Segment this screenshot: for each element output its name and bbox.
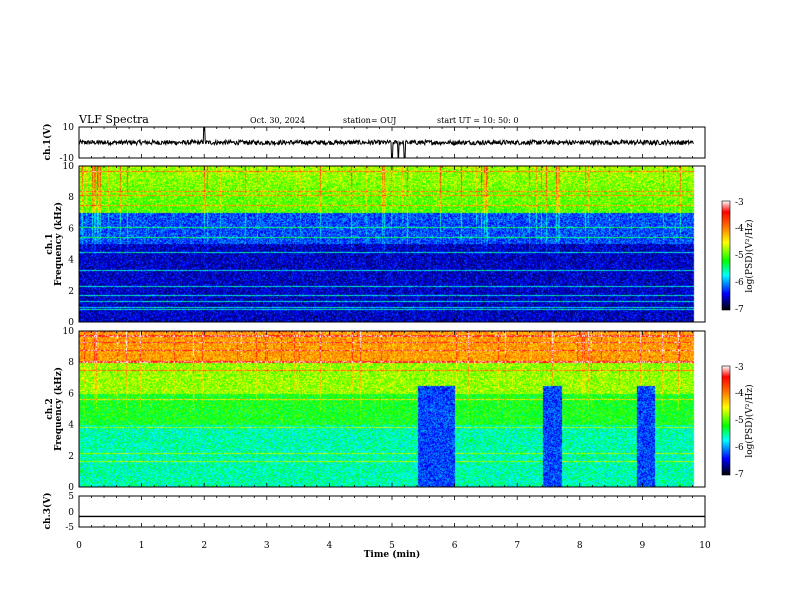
time-xtick-label-2: 2	[201, 541, 207, 551]
ch1-cbar-label: log(PSD)(V²/Hz)	[744, 219, 755, 292]
ch2-colorbar-frame	[721, 365, 731, 476]
ch1-cbar-tick-m7: -7	[735, 305, 744, 315]
time-xtick-label-0: 0	[76, 541, 82, 551]
ch1-ytick-bottom: -10	[60, 154, 75, 164]
ch1-spectrogram-ylabel-ch: ch.1	[45, 233, 55, 254]
ch1-colorbar-frame	[721, 200, 731, 311]
ch1-spectrogram-image	[79, 166, 705, 322]
ch1-spectrogram-yticks: 0 2 4 6 8 10	[63, 162, 75, 328]
date-label: Oct. 30, 2024	[250, 116, 305, 125]
ch1-ytick-top: 10	[63, 123, 75, 133]
ch1-spectrogram-panel: 0 2 4 6 8 10 ch.1 Frequency (kHz)	[45, 162, 706, 328]
ch2-spectrogram-ylabel-ch: ch.2	[45, 398, 55, 419]
ch2-spectrogram-ylabel-freq: Frequency (kHz)	[53, 367, 64, 451]
p3-yticks-label-2: 4	[68, 421, 74, 431]
time-xtick-label-6: 6	[452, 541, 458, 551]
panel-tick-marks	[78, 127, 706, 527]
ch1-cbar-tick-m6: -6	[735, 278, 744, 288]
p2-yticks-label-3: 6	[68, 224, 74, 234]
ch2-spectrogram-panel: 0 2 4 6 8 10 ch.2 Frequency (kHz)	[45, 327, 706, 493]
time-xtick-label-10: 10	[699, 541, 711, 551]
ch1-cbar-tick-m4: -4	[735, 224, 744, 234]
time-xlabel: Time (min)	[364, 549, 421, 560]
time-xtick-label-4: 4	[327, 541, 333, 551]
station-label: station= OUJ	[343, 116, 396, 125]
ch2-colorbar-gradient	[722, 366, 730, 475]
start-time-label: start UT = 10: 50: 0	[437, 116, 518, 125]
ch1-colorbar-gradient	[722, 201, 730, 310]
ch3-waveform-frame	[78, 495, 706, 528]
ch1-ylabel: ch.1(V)	[42, 124, 53, 161]
p2-yticks-label-4: 8	[68, 193, 74, 203]
ch2-cbar-tick-m7: -7	[735, 470, 744, 480]
time-xtick-label-9: 9	[640, 541, 646, 551]
ch1-spectrogram-ylabel-freq: Frequency (kHz)	[53, 202, 64, 286]
ch1-cbar-tick-m5: -5	[735, 251, 744, 261]
time-xtick-label-5: 5	[389, 541, 395, 551]
ch2-cbar-label: log(PSD)(V²/Hz)	[744, 384, 755, 457]
ch3-waveform-panel: 5 0 -5 ch.3(V) 0 1 2 3 4 5 6 7 8 9 10 Time (min)	[42, 492, 711, 560]
ch2-spectrogram-image	[79, 331, 705, 487]
ch2-cbar-tick-m4: -4	[735, 389, 744, 399]
ch1-colorbar: -3 -4 -5 -6 -7 log(PSD)(V²/Hz)	[721, 198, 755, 315]
figure-title: VLF Spectra	[78, 113, 149, 126]
ch2-colorbar: -3 -4 -5 -6 -7 log(PSD)(V²/Hz)	[721, 363, 755, 480]
p3-yticks-label-3: 6	[68, 389, 74, 399]
ch3-ytick-mid: 0	[68, 508, 74, 518]
ch1-cbar-tick-m3: -3	[735, 198, 744, 208]
p3-yticks-label-4: 8	[68, 358, 74, 368]
p2-yticks-label-2: 4	[68, 256, 74, 266]
time-xtick-label-7: 7	[514, 541, 520, 551]
ch2-cbar-tick-m5: -5	[735, 416, 744, 426]
ch1-waveform-panel: 10 -10 ch.1(V)	[42, 123, 706, 164]
ch2-cbar-tick-m3: -3	[735, 363, 744, 373]
time-xtick-label-3: 3	[264, 541, 270, 551]
p2-yticks-label-0: 0	[68, 318, 74, 328]
p2-yticks-label-1: 2	[68, 287, 74, 297]
p3-yticks-label-1: 2	[68, 452, 74, 462]
p2-yticks-label-5: 10	[63, 162, 75, 172]
time-xtick-label-8: 8	[577, 541, 583, 551]
ch2-cbar-tick-m6: -6	[735, 443, 744, 453]
ch3-ylabel: ch.3(V)	[42, 493, 53, 530]
time-xticks: 0 1 2 3 4 5 6 7 8 9 10	[76, 541, 711, 551]
ch1-ylabel-line1: ch.1	[45, 233, 55, 254]
time-xtick-label-1: 1	[139, 541, 145, 551]
ch3-ytick-bottom: -5	[65, 523, 74, 533]
ch3-ytick-top: 5	[68, 492, 74, 502]
ch1-waveform-line	[78, 127, 694, 158]
ch2-spectrogram-yticks: 0 2 4 6 8 10	[63, 327, 75, 493]
p3-yticks-label-5: 10	[63, 327, 75, 337]
p3-yticks-label-0: 0	[68, 483, 74, 493]
